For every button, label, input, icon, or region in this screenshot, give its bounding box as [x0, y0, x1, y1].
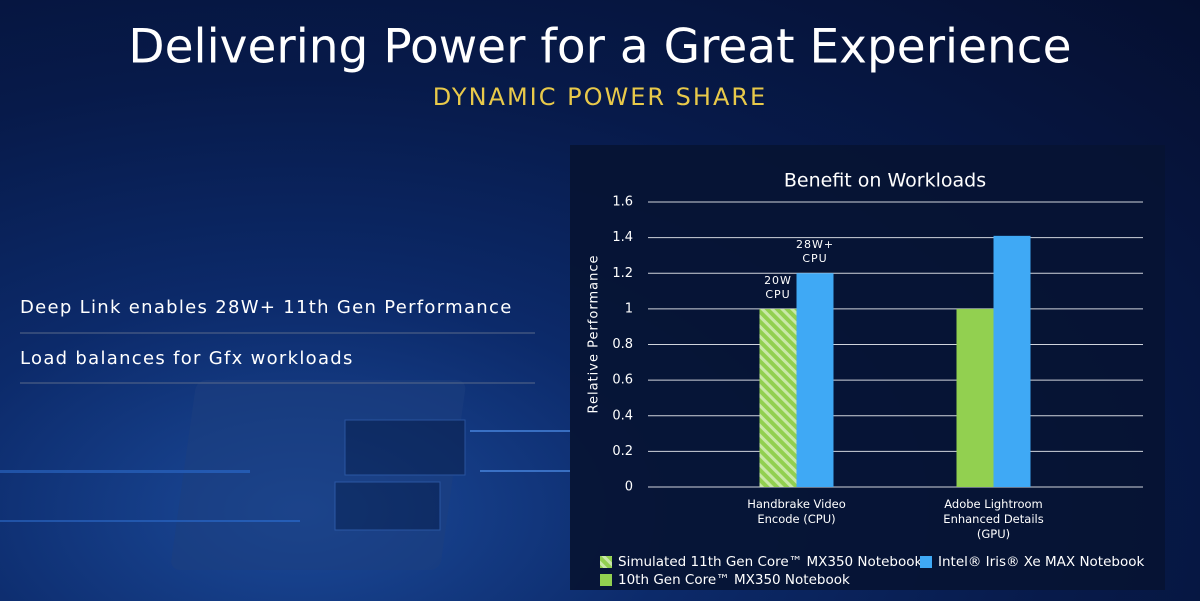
legend-swatch [600, 574, 612, 586]
y-tick-label: 1.4 [612, 230, 633, 245]
slide-title: Delivering Power for a Great Experience [128, 20, 1071, 75]
slide-subtitle: DYNAMIC POWER SHARE [433, 83, 767, 111]
y-tick-label: 1.6 [612, 195, 633, 210]
y-tick-label: 1 [625, 301, 633, 316]
annotation: 20W CPU [764, 273, 792, 301]
legend-label: Intel® Iris® Xe MAX Notebook [938, 554, 1144, 570]
y-tick-label: 1.2 [612, 266, 633, 281]
annotation: 28W+ CPU [795, 238, 835, 266]
bar [759, 308, 797, 487]
legend-swatch [600, 556, 612, 568]
bar [993, 235, 1031, 487]
chart-panel [570, 145, 1165, 590]
legend-label: 10th Gen Core™ MX350 Notebook [618, 572, 850, 588]
bar [956, 308, 994, 487]
bar [796, 273, 834, 487]
y-tick-label: 0.6 [612, 373, 633, 388]
y-axis-label: Relative Performance [587, 255, 602, 414]
decor [0, 380, 570, 570]
legend-swatch [920, 556, 932, 568]
y-tick-label: 0.4 [612, 408, 633, 423]
y-tick-label: 0.2 [612, 444, 633, 459]
bullet: Deep Link enables 28W+ 11th Gen Performa… [20, 297, 513, 318]
legend-label: Simulated 11th Gen Core™ MX350 Notebook [618, 554, 922, 570]
chart-title: Benefit on Workloads [784, 170, 986, 192]
bullet: Load balances for Gfx workloads [20, 348, 354, 369]
y-tick-label: 0.8 [612, 337, 633, 352]
x-tick-label: Handbrake Video Encode (CPU) [747, 497, 846, 526]
y-tick-label: 0 [625, 480, 633, 495]
x-tick-label: Adobe Lightroom Enhanced Details (GPU) [943, 497, 1044, 541]
